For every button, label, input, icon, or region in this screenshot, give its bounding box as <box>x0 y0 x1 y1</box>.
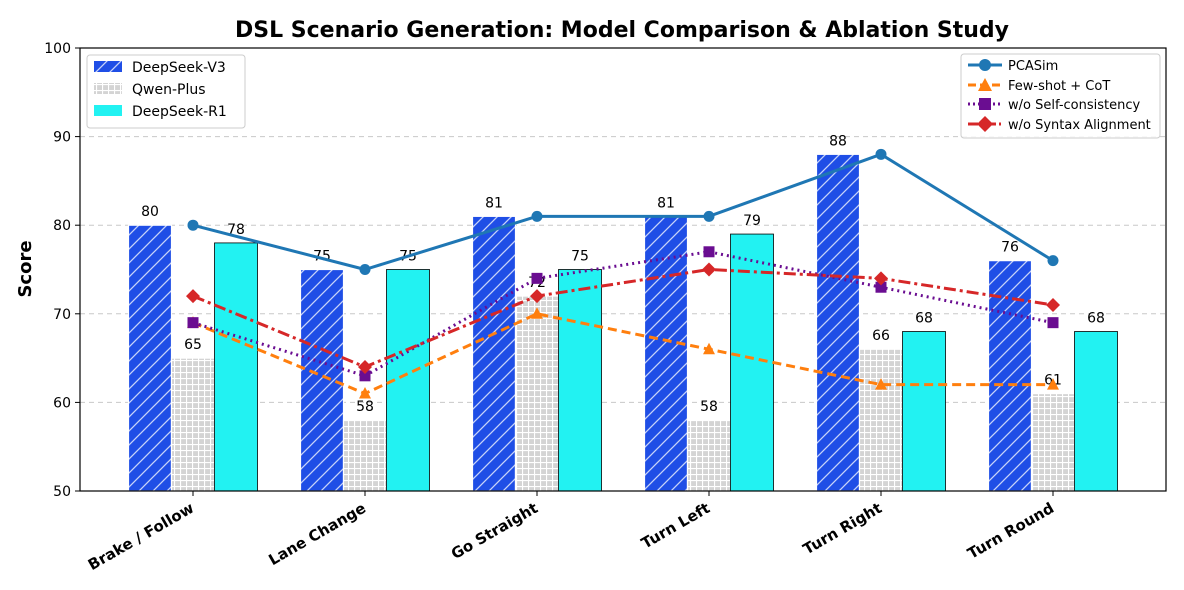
marker-pcasim-go-straight <box>531 210 543 222</box>
marker-w-o-self-consistency-lane-change <box>359 370 371 382</box>
bar-label-qwen-plus-turn-right: 66 <box>872 328 890 344</box>
bar-label-deepseek-v3-go-straight: 81 <box>485 195 503 211</box>
legend-label-wo-syntax-alignment: w/o Syntax Alignment <box>1008 118 1151 133</box>
y-tick-label-80: 80 <box>53 218 71 234</box>
marker-w-o-syntax-alignment-turn-right <box>874 271 888 286</box>
y-tick-label-50: 50 <box>53 484 71 500</box>
marker-w-o-syntax-alignment-turn-left <box>702 262 716 277</box>
bar-deepseek-r1-go-straight <box>558 269 602 492</box>
marker-pcasim-lane-change <box>359 264 371 275</box>
x-tick-label-go-straight: Go Straight <box>448 499 541 563</box>
bar-deepseek-r1-turn-right <box>902 331 946 492</box>
legend-marker-wo-syntax-alignment <box>977 116 993 132</box>
marker-pcasim-brake-follow <box>187 219 199 231</box>
ablation-lines <box>186 148 1060 399</box>
y-tick-label-90: 90 <box>53 130 71 146</box>
bar-value-labels: 807581818876655872586661787575796868 <box>141 133 1105 415</box>
bar-legend-frame <box>86 54 246 129</box>
y-axis-label: Score <box>15 240 36 297</box>
bars <box>127 153 1118 492</box>
plot-frame <box>79 47 1167 492</box>
x-tick-label-turn-round: Turn Round <box>964 499 1057 563</box>
marker-pcasim-turn-round <box>1047 255 1059 267</box>
bar-deepseek-v3-go-straight <box>471 215 517 492</box>
bar-label-deepseek-v3-turn-left: 81 <box>657 195 675 211</box>
line-legend-frame <box>960 53 1161 139</box>
bar-qwen-plus-lane-change <box>342 419 388 492</box>
bar-label-deepseek-r1-turn-round: 68 <box>1087 311 1105 327</box>
marker-few-shot-cot-turn-round <box>1047 378 1059 390</box>
legend-swatch-deepseek-r1 <box>94 105 122 116</box>
x-tick-label-turn-right: Turn Right <box>800 499 885 559</box>
marker-few-shot-cot-lane-change <box>359 387 371 399</box>
line-w-o-syntax-alignment <box>192 268 1054 369</box>
bar-legend: DeepSeek-V3 Qwen-Plus DeepSeek-R1 <box>86 54 246 129</box>
marker-w-o-syntax-alignment-lane-change <box>358 359 372 374</box>
x-tick-label-turn-left: Turn Left <box>638 499 713 553</box>
x-axis-ticks: Brake / Follow Lane Change Go Straight Turn… <box>85 491 1057 574</box>
bar-label-deepseek-v3-brake-follow: 80 <box>141 204 159 220</box>
x-tick-label-lane-change: Lane Change <box>265 499 369 569</box>
marker-few-shot-cot-turn-left <box>703 342 715 355</box>
legend-label-few-shot-cot: Few-shot + CoT <box>1008 79 1110 94</box>
bar-label-qwen-plus-lane-change: 58 <box>356 399 374 415</box>
legend-label-deepseek-v3: DeepSeek-V3 <box>132 60 226 76</box>
legend-label-qwen-plus: Qwen-Plus <box>132 82 206 98</box>
marker-w-o-self-consistency-go-straight <box>531 272 543 284</box>
legend-label-pcasim: PCASim <box>1008 59 1058 74</box>
line-legend: PCASim Few-shot + CoT w/o Self-consisten… <box>960 53 1161 139</box>
line-few-shot-cot <box>192 312 1053 396</box>
bar-qwen-plus-go-straight <box>514 295 560 492</box>
legend-marker-wo-self-consistency <box>979 98 991 110</box>
legend-swatch-deepseek-v3 <box>94 61 122 72</box>
bar-label-deepseek-r1-turn-right: 68 <box>915 311 933 327</box>
bar-label-qwen-plus-turn-left: 58 <box>700 399 718 415</box>
legend-label-deepseek-r1: DeepSeek-R1 <box>132 104 227 120</box>
bar-label-deepseek-v3-turn-right: 88 <box>829 133 847 149</box>
marker-w-o-self-consistency-turn-right <box>875 281 887 293</box>
marker-w-o-syntax-alignment-brake-follow <box>186 289 200 304</box>
marker-w-o-syntax-alignment-turn-round <box>1046 297 1060 312</box>
bar-qwen-plus-turn-round <box>1030 392 1076 492</box>
bar-deepseek-r1-turn-round <box>1074 331 1118 492</box>
bar-label-qwen-plus-brake-follow: 65 <box>184 337 202 353</box>
marker-pcasim-turn-right <box>875 148 887 160</box>
marker-few-shot-cot-go-straight <box>531 307 543 319</box>
line-pcasim <box>192 152 1054 271</box>
bar-deepseek-v3-brake-follow <box>127 224 173 492</box>
legend-swatch-qwen-plus <box>94 83 122 94</box>
marker-few-shot-cot-turn-right <box>875 378 887 390</box>
bar-deepseek-r1-brake-follow <box>214 242 258 492</box>
marker-w-o-syntax-alignment-go-straight <box>530 289 544 304</box>
y-axis-ticks: 50 60 70 80 90 100 <box>44 41 80 500</box>
bar-deepseek-v3-turn-round <box>987 260 1033 492</box>
marker-pcasim-turn-left <box>703 210 715 222</box>
y-tick-label-100: 100 <box>44 41 71 57</box>
legend-marker-few-shot-cot <box>978 78 992 91</box>
bar-qwen-plus-turn-left <box>686 419 732 492</box>
bar-qwen-plus-turn-right <box>858 348 904 492</box>
legend-label-wo-self-consistency: w/o Self-consistency <box>1008 98 1140 113</box>
bar-label-deepseek-r1-go-straight: 75 <box>571 249 589 265</box>
y-tick-label-60: 60 <box>53 395 71 411</box>
legend-marker-pcasim <box>979 59 991 71</box>
bar-deepseek-v3-turn-right <box>815 153 861 492</box>
bar-deepseek-v3-lane-change <box>299 268 345 492</box>
marker-w-o-self-consistency-turn-left <box>703 246 715 258</box>
line-w-o-self-consistency <box>192 250 1054 378</box>
bar-label-deepseek-v3-turn-round: 76 <box>1001 240 1019 256</box>
y-tick-label-70: 70 <box>53 307 71 323</box>
marker-w-o-self-consistency-brake-follow <box>187 317 199 329</box>
x-tick-label-brake-follow: Brake / Follow <box>85 499 197 574</box>
chart-title: DSL Scenario Generation: Model Compariso… <box>235 18 1009 43</box>
bar-qwen-plus-brake-follow <box>170 357 216 492</box>
marker-w-o-self-consistency-turn-round <box>1047 317 1059 329</box>
bar-label-deepseek-r1-turn-left: 79 <box>743 213 761 229</box>
